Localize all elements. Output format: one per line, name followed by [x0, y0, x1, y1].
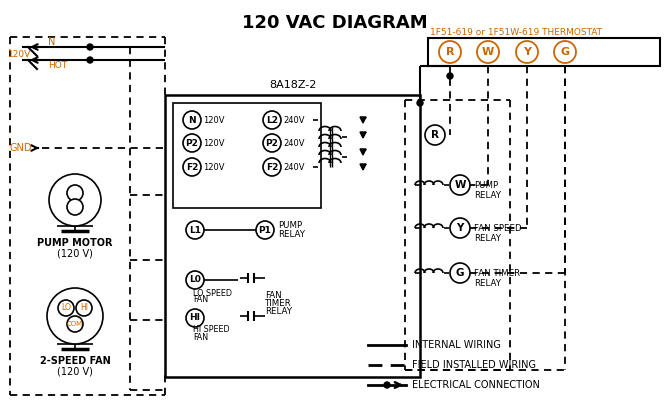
Circle shape: [76, 300, 92, 316]
Text: FAN SPEED
RELAY: FAN SPEED RELAY: [474, 224, 522, 243]
Circle shape: [263, 158, 281, 176]
Text: 120V: 120V: [203, 139, 224, 147]
Circle shape: [186, 221, 204, 239]
Text: N: N: [188, 116, 196, 124]
Text: FAN: FAN: [193, 295, 208, 305]
Text: FAN: FAN: [265, 290, 281, 300]
Circle shape: [183, 111, 201, 129]
Text: N: N: [48, 37, 56, 47]
Text: F2: F2: [186, 163, 198, 171]
Text: HI: HI: [190, 313, 200, 323]
Circle shape: [256, 221, 274, 239]
Bar: [428, 38, 660, 66]
Text: HOT: HOT: [48, 60, 67, 70]
Bar: [173, 103, 321, 208]
Polygon shape: [360, 117, 366, 123]
Circle shape: [186, 309, 204, 327]
Text: 2-SPEED FAN: 2-SPEED FAN: [40, 356, 111, 366]
Circle shape: [516, 41, 538, 63]
Text: 120V: 120V: [203, 163, 224, 171]
Circle shape: [49, 174, 101, 226]
Text: G: G: [456, 268, 464, 278]
Text: HI SPEED: HI SPEED: [193, 326, 230, 334]
Polygon shape: [360, 132, 366, 138]
Text: COM: COM: [67, 321, 83, 327]
Text: L1: L1: [189, 225, 201, 235]
Circle shape: [477, 41, 499, 63]
Text: LO: LO: [61, 303, 71, 313]
Circle shape: [183, 158, 201, 176]
Text: Y: Y: [523, 47, 531, 57]
Text: 240V: 240V: [283, 116, 304, 124]
Polygon shape: [360, 149, 366, 155]
Text: RELAY: RELAY: [278, 230, 305, 238]
Text: LO SPEED: LO SPEED: [193, 289, 232, 297]
Circle shape: [67, 185, 83, 201]
Circle shape: [186, 271, 204, 289]
Text: P2: P2: [265, 139, 279, 147]
Text: 120V: 120V: [203, 116, 224, 124]
Circle shape: [263, 111, 281, 129]
Text: P2: P2: [186, 139, 198, 147]
Circle shape: [450, 263, 470, 283]
Text: PUMP MOTOR: PUMP MOTOR: [38, 238, 113, 248]
Text: ELECTRICAL CONNECTION: ELECTRICAL CONNECTION: [412, 380, 540, 390]
Text: R: R: [446, 47, 454, 57]
Text: (120 V): (120 V): [57, 367, 93, 377]
Text: 8A18Z-2: 8A18Z-2: [269, 80, 316, 90]
Circle shape: [384, 382, 390, 388]
Text: L2: L2: [266, 116, 278, 124]
Text: L0: L0: [189, 276, 201, 285]
Circle shape: [554, 41, 576, 63]
Text: 120 VAC DIAGRAM: 120 VAC DIAGRAM: [242, 14, 428, 32]
Circle shape: [183, 134, 201, 152]
Text: 1F51-619 or 1F51W-619 THERMOSTAT: 1F51-619 or 1F51W-619 THERMOSTAT: [430, 28, 602, 36]
Circle shape: [425, 125, 445, 145]
Circle shape: [87, 44, 93, 50]
Text: INTERNAL WIRING: INTERNAL WIRING: [412, 340, 501, 350]
Text: FAN TIMER
RELAY: FAN TIMER RELAY: [474, 269, 520, 288]
Text: F2: F2: [266, 163, 278, 171]
Text: FIELD INSTALLED WIRING: FIELD INSTALLED WIRING: [412, 360, 536, 370]
Text: P1: P1: [259, 225, 271, 235]
Circle shape: [67, 316, 83, 332]
Circle shape: [439, 41, 461, 63]
Text: HI: HI: [80, 303, 88, 313]
Circle shape: [447, 73, 453, 79]
Text: PUMP
RELAY: PUMP RELAY: [474, 181, 501, 200]
Text: R: R: [431, 130, 439, 140]
Circle shape: [58, 300, 74, 316]
Text: W: W: [482, 47, 494, 57]
Circle shape: [87, 57, 93, 63]
Bar: [165, 95, 420, 377]
Circle shape: [47, 288, 103, 344]
Circle shape: [263, 134, 281, 152]
Text: 240V: 240V: [283, 139, 304, 147]
Text: G: G: [560, 47, 570, 57]
Text: FAN: FAN: [193, 333, 208, 341]
Text: W: W: [454, 180, 466, 190]
Text: (120 V): (120 V): [57, 249, 93, 259]
Text: Y: Y: [456, 223, 464, 233]
Circle shape: [417, 100, 423, 106]
Circle shape: [450, 218, 470, 238]
Polygon shape: [360, 164, 366, 170]
Circle shape: [67, 199, 83, 215]
Circle shape: [450, 175, 470, 195]
Text: 240V: 240V: [283, 163, 304, 171]
Text: GND: GND: [10, 143, 33, 153]
Text: RELAY: RELAY: [265, 307, 292, 316]
Text: PUMP: PUMP: [278, 220, 302, 230]
Text: 120V: 120V: [8, 49, 31, 59]
Text: TIMER: TIMER: [265, 298, 291, 308]
